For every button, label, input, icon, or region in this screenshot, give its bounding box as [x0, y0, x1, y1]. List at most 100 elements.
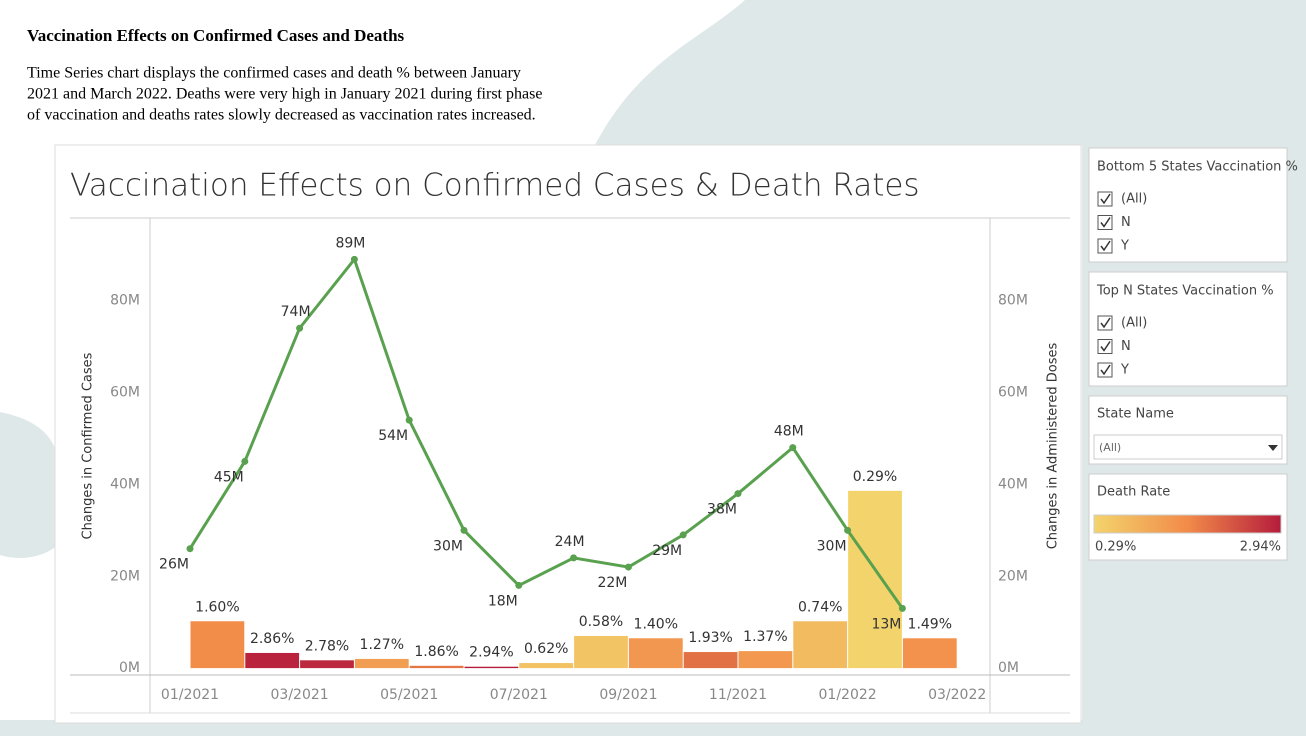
line-label: 18M [488, 593, 518, 609]
y2-axis-title: Changes in Administered Doses [1046, 343, 1061, 550]
line-label: 30M [817, 538, 847, 554]
bar [354, 658, 409, 669]
line-point [570, 554, 578, 562]
line-label: 22M [597, 575, 627, 591]
line-label: 13M [871, 616, 901, 632]
bar-label: 1.86% [414, 644, 458, 660]
bar [793, 621, 848, 669]
checkmark [1100, 341, 1111, 352]
filter-panel [1088, 271, 1288, 387]
y2-tick-label: 60M [998, 385, 1028, 401]
y-axis-title: Changes in Confirmed Cases [81, 352, 96, 539]
bar [300, 660, 354, 669]
line-label: 24M [555, 534, 585, 550]
x-tick-label: 03/2021 [271, 687, 329, 703]
x-tick-label: 03/2022 [928, 687, 986, 703]
x-tick-label: 09/2021 [599, 687, 657, 703]
bar-label: 1.49% [908, 616, 952, 632]
filter-title: Bottom 5 States Vaccination % [1097, 160, 1298, 175]
line-point [898, 604, 906, 612]
bar-label: 2.94% [469, 645, 513, 661]
line-label: 38M [707, 502, 737, 518]
filter-option: (All) [1121, 316, 1147, 331]
description: of vaccination and deaths rates slowly d… [27, 107, 536, 124]
bar [409, 665, 464, 669]
line-label: 48M [774, 424, 804, 440]
bar-label: 0.58% [579, 614, 623, 630]
bar [245, 652, 300, 669]
y-tick-label: 20M [110, 568, 140, 584]
line-point [679, 531, 687, 539]
bar-label: 0.62% [524, 641, 568, 657]
line-label: 74M [281, 304, 311, 320]
y2-tick-label: 0M [998, 660, 1019, 676]
checkmark [1100, 364, 1111, 376]
bar [628, 638, 683, 669]
line-point [186, 545, 194, 553]
bar [738, 651, 793, 669]
checkmark [1100, 193, 1111, 205]
bar-label: 1.60% [195, 599, 239, 615]
x-tick-label: 05/2021 [380, 687, 438, 703]
line-label: 89M [335, 235, 365, 251]
bar-label: 1.93% [688, 630, 732, 646]
y-tick-label: 40M [110, 476, 140, 492]
y-tick-label: 60M [110, 385, 140, 401]
color-legend [1093, 514, 1282, 534]
chart-title: Vaccination Effects on Confirmed Cases &… [70, 168, 920, 204]
line-point [350, 255, 358, 263]
x-tick-label: 01/2022 [819, 687, 877, 703]
line-label: 45M [214, 469, 244, 485]
filter-panel [1088, 147, 1288, 263]
line-point [624, 563, 632, 571]
checkmark [1100, 217, 1111, 228]
filter-option: N [1121, 339, 1131, 354]
dropdown[interactable] [1093, 434, 1283, 460]
description: 2021 and March 2022. Deaths were very hi… [27, 86, 542, 103]
y-tick-label: 0M [119, 660, 140, 676]
checkmark [1100, 317, 1111, 329]
bar [190, 621, 245, 669]
line-point [515, 581, 523, 589]
y2-tick-label: 40M [998, 476, 1028, 492]
filter-option: Y [1120, 363, 1129, 378]
bar [848, 490, 902, 669]
bar [902, 638, 957, 669]
y2-tick-label: 80M [998, 293, 1028, 309]
legend-min: 0.29% [1095, 540, 1136, 555]
legend-title: Death Rate [1097, 485, 1170, 500]
bar-label: 1.37% [743, 629, 787, 645]
bar-label: 1.27% [360, 637, 404, 653]
x-tick-label: 01/2021 [161, 687, 219, 703]
y-tick-label: 80M [110, 293, 140, 309]
line-point [296, 324, 304, 332]
dropdown-arrow [1268, 445, 1278, 451]
line-point [844, 526, 852, 534]
line [188, 256, 904, 610]
filter-title: Top N States Vaccination % [1096, 284, 1274, 299]
bar-label: 0.74% [798, 599, 842, 615]
filter-option: (All) [1121, 192, 1147, 207]
legend-max: 2.94% [1240, 540, 1281, 555]
line-point [734, 490, 742, 498]
line-label: 29M [652, 543, 682, 559]
line-label: 30M [433, 538, 463, 554]
checkmark [1100, 240, 1111, 252]
x-tick-label: 07/2021 [490, 687, 548, 703]
filter-option: N [1121, 215, 1131, 230]
y2-tick-label: 20M [998, 568, 1028, 584]
line-point [241, 457, 249, 465]
line-label: 54M [378, 428, 408, 444]
filter-title: State Name [1097, 407, 1174, 422]
line-label: 26M [159, 557, 189, 573]
line-point [789, 444, 797, 452]
line-point [405, 416, 413, 424]
bar [519, 663, 574, 669]
header-title: Vaccination Effects on Confirmed Cases a… [27, 26, 405, 45]
bar [683, 652, 738, 669]
background-shape [0, 412, 59, 558]
bar-label: 2.78% [305, 638, 349, 654]
